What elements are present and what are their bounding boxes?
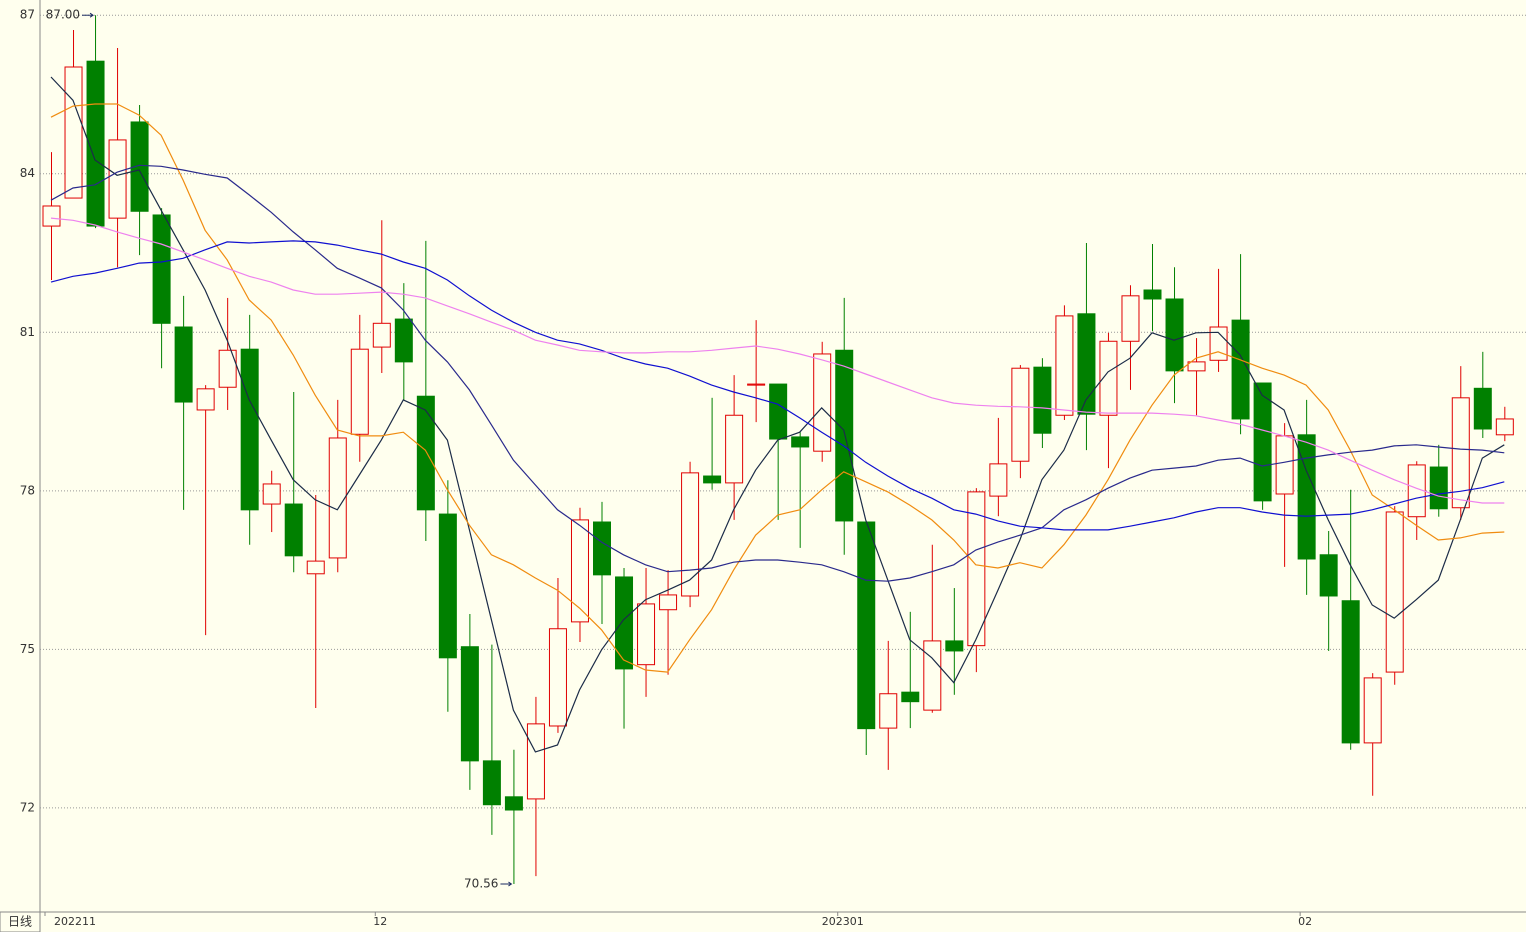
candle-body — [1099, 340, 1118, 416]
ma-line — [50, 164, 1505, 582]
ma-line — [50, 103, 1505, 673]
y-tick-label: 81 — [20, 325, 35, 339]
y-tick-label: 84 — [20, 166, 35, 180]
extreme-label: 87.00 — [46, 8, 80, 22]
candle-body — [1253, 382, 1272, 502]
candle-body — [174, 326, 193, 403]
candle-body — [945, 640, 964, 652]
candle-body — [967, 491, 986, 647]
ma-line — [50, 76, 1505, 753]
y-tick-label: 75 — [20, 642, 35, 656]
y-tick-label: 72 — [20, 800, 35, 814]
candle-body — [923, 640, 942, 711]
candle-body — [1077, 313, 1096, 415]
candle-body — [438, 513, 457, 659]
candle-body — [460, 646, 479, 762]
candle-body — [240, 348, 259, 511]
candle-body — [130, 121, 149, 212]
candle-body — [1209, 326, 1228, 361]
candle-body — [1495, 418, 1514, 436]
candle-body — [350, 348, 369, 435]
candle-body — [1363, 677, 1382, 744]
candle-body — [218, 349, 237, 388]
period-label: 日线 — [8, 915, 32, 929]
extreme-label: 70.56 — [464, 876, 498, 890]
candle-body — [1231, 319, 1250, 420]
candle-body — [1121, 295, 1140, 342]
y-tick-label: 78 — [20, 483, 35, 497]
x-tick-label: 202211 — [54, 915, 96, 928]
candle-body — [1319, 554, 1338, 597]
candle-body — [1385, 511, 1404, 673]
ma-line — [50, 240, 1505, 531]
candle-body — [526, 723, 545, 800]
x-tick-label: 02 — [1298, 915, 1312, 928]
candle-body — [1011, 367, 1030, 462]
candle-body — [659, 594, 678, 611]
candle-body — [681, 472, 700, 597]
candle-body — [504, 796, 523, 811]
candle-body — [262, 483, 281, 505]
candle-body — [1165, 298, 1184, 372]
candle-body — [1451, 397, 1470, 509]
candle-body — [152, 214, 171, 324]
x-tick-label: 202301 — [822, 915, 864, 928]
candle-body — [1429, 466, 1448, 510]
candle-body — [284, 503, 303, 557]
y-tick-label: 87 — [20, 8, 35, 22]
x-tick-label: 12 — [373, 915, 387, 928]
candle-body — [989, 463, 1008, 497]
period-box — [0, 911, 41, 932]
ma-line — [50, 217, 1505, 504]
candle-body — [42, 205, 61, 227]
candle-body — [482, 760, 501, 806]
candle-body — [328, 437, 347, 559]
candle-body — [637, 603, 656, 666]
candle-body — [1187, 361, 1206, 372]
candle-body — [1055, 315, 1074, 416]
candle-body — [879, 693, 898, 729]
candle-body — [769, 383, 788, 440]
extreme-arrowhead — [508, 881, 513, 887]
candle-body — [1033, 366, 1052, 434]
candle-body — [196, 388, 215, 411]
candle-body — [570, 519, 589, 623]
extreme-arrowhead — [89, 12, 94, 18]
candle-body — [703, 475, 722, 484]
candle-body — [306, 560, 325, 575]
candle-body — [64, 66, 83, 199]
candle-body — [725, 414, 744, 484]
candle-body — [1341, 600, 1360, 744]
candle-body — [1143, 289, 1162, 300]
candle-body — [1297, 434, 1316, 560]
candle-body — [593, 521, 611, 576]
candle-body — [108, 139, 127, 219]
candle-body — [901, 691, 920, 703]
candle-body — [394, 318, 413, 363]
candle-body — [372, 322, 391, 348]
candle-body — [615, 576, 634, 670]
candle-body — [548, 628, 567, 727]
candle-body — [791, 436, 810, 448]
candle-body — [747, 383, 766, 386]
candle-body — [1275, 435, 1294, 495]
candle-body — [1473, 387, 1492, 430]
candle-body — [835, 349, 854, 522]
candle-body — [857, 521, 876, 730]
candle-body — [416, 395, 435, 511]
candle-body — [813, 353, 832, 452]
